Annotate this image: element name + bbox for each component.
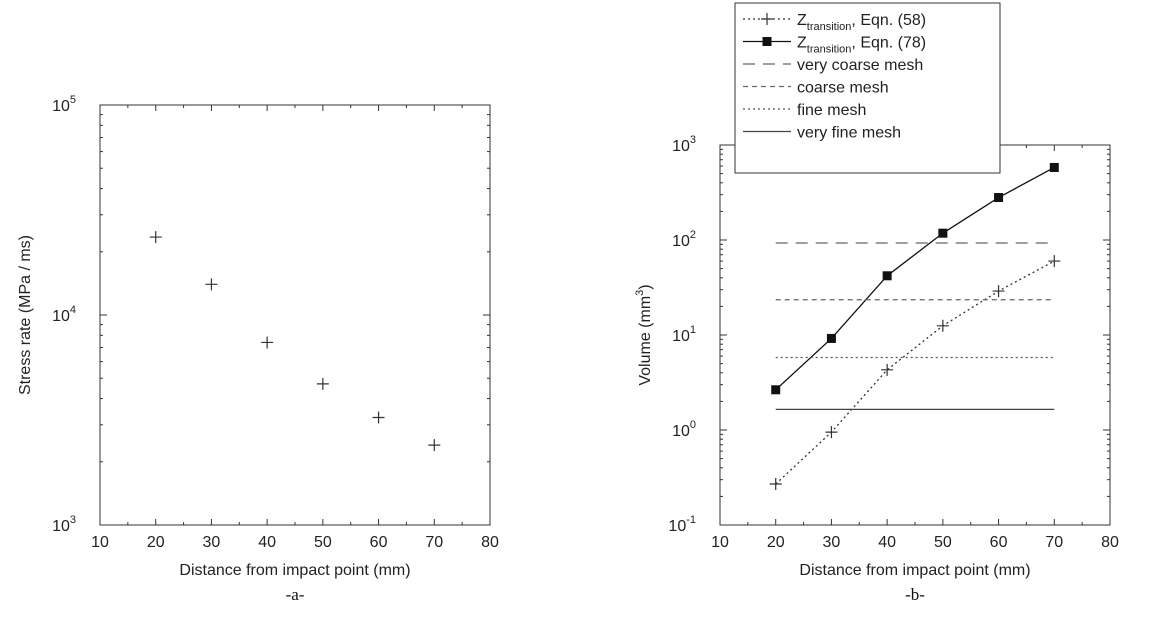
y-tick-exponent: 5 xyxy=(70,94,76,106)
y-tick-label: 100 xyxy=(672,419,696,440)
series-0-point xyxy=(992,285,1005,298)
series-1-point xyxy=(1049,162,1059,172)
y-tick-exponent: 3 xyxy=(70,514,76,526)
y-tick-label: 10-1 xyxy=(668,514,696,535)
x-tick-label: 60 xyxy=(990,534,1008,551)
series-0-point xyxy=(372,411,385,424)
panel-b-y-axis-title: Volume (mm3) xyxy=(634,284,654,385)
legend-label-5: very fine mesh xyxy=(797,125,901,142)
y-tick-exponent: 4 xyxy=(70,304,76,316)
x-tick-label: 20 xyxy=(147,534,165,551)
panel-b-caption: -b- xyxy=(905,585,925,604)
series-0-point xyxy=(149,231,162,244)
y-tick-label: 104 xyxy=(52,304,76,325)
x-tick-label: 50 xyxy=(314,534,332,551)
x-tick-label: 60 xyxy=(370,534,388,551)
panel-b-plot-frame xyxy=(719,144,1111,526)
panel-a-marks xyxy=(149,231,441,452)
x-tick-label: 30 xyxy=(203,534,221,551)
series-0-point xyxy=(769,478,782,491)
series-1-line xyxy=(775,166,1055,391)
series-0-point xyxy=(881,363,894,376)
x-tick-label: 80 xyxy=(1101,534,1119,551)
legend-label-3: coarse mesh xyxy=(797,80,889,97)
panel-b-x-ticks: 10 20 30 40 50 60 70 80 xyxy=(711,145,1119,551)
y-tick-base: 10 xyxy=(668,518,686,535)
series-0-point xyxy=(428,439,441,452)
y-tick-base: 10 xyxy=(672,328,690,345)
series-0-point xyxy=(936,319,949,332)
y-tick-exponent: 1 xyxy=(690,324,696,336)
y-tick-base: 10 xyxy=(52,98,70,115)
legend-label-main: Z xyxy=(797,12,807,29)
series-0-point xyxy=(316,377,329,390)
series-0-point xyxy=(825,426,838,439)
x-tick-label: 20 xyxy=(767,534,785,551)
panel-a-x-ticks: 10 20 30 40 50 60 70 80 xyxy=(91,105,499,551)
series-0-point xyxy=(1048,255,1061,268)
series-1-point xyxy=(994,193,1004,203)
legend-label-2: very coarse mesh xyxy=(797,57,923,74)
panel-a-caption: -a- xyxy=(286,585,305,604)
y-tick-exponent: 0 xyxy=(690,419,696,431)
panel-a-x-axis-title: Distance from impact point (mm) xyxy=(179,562,410,579)
y-tick-base: 10 xyxy=(52,518,70,535)
x-tick-label: 40 xyxy=(878,534,896,551)
panel-b-y-axis-title-main: Volume (mm xyxy=(637,296,654,386)
series-1-point xyxy=(882,271,892,281)
legend-label-subscript: transition xyxy=(807,21,852,33)
x-tick-label: 40 xyxy=(258,534,276,551)
panel-b-x-axis-title: Distance from impact point (mm) xyxy=(799,562,1030,579)
panel-b-legend: Ztransition, Eqn. (58)Ztransition, Eqn. … xyxy=(734,2,1001,174)
legend-label-1: Ztransition, Eqn. (78) xyxy=(797,35,926,56)
x-tick-label: 10 xyxy=(711,534,729,551)
y-tick-exponent: 2 xyxy=(690,229,696,241)
legend-label-4: fine mesh xyxy=(797,102,866,119)
series-0-line xyxy=(775,260,1055,485)
x-tick-label: 80 xyxy=(481,534,499,551)
y-tick-base: 10 xyxy=(672,233,690,250)
y-tick-label: 103 xyxy=(672,134,696,155)
legend-marker-1 xyxy=(762,37,772,46)
panel-b-marks xyxy=(769,162,1061,491)
x-tick-label: 30 xyxy=(823,534,841,551)
legend-label-subscript: transition xyxy=(807,44,852,56)
x-tick-label: 70 xyxy=(425,534,443,551)
legend-box xyxy=(734,2,1001,174)
y-tick-label: 103 xyxy=(52,514,76,535)
legend-label-rest: , Eqn. (58) xyxy=(851,12,926,29)
y-tick-exponent: -1 xyxy=(686,514,696,526)
x-tick-label: 70 xyxy=(1045,534,1063,551)
y-tick-label: 101 xyxy=(672,324,696,345)
panel-b-y-axis-title-end: ) xyxy=(637,284,654,289)
y-tick-label: 102 xyxy=(672,229,696,250)
x-tick-label: 50 xyxy=(934,534,952,551)
y-tick-base: 10 xyxy=(52,308,70,325)
y-tick-base: 10 xyxy=(672,423,690,440)
y-tick-exponent: 3 xyxy=(690,134,696,146)
y-tick-label: 105 xyxy=(52,94,76,115)
panel-a-plot-frame xyxy=(99,104,491,526)
series-0-point xyxy=(261,336,274,349)
legend-label-0: Ztransition, Eqn. (58) xyxy=(797,12,926,33)
panel-a-y-axis-title: Stress rate (MPa / ms) xyxy=(17,235,34,395)
y-tick-base: 10 xyxy=(672,138,690,155)
series-1-point xyxy=(938,228,948,238)
legend-label-main: Z xyxy=(797,35,807,52)
legend-marker-0 xyxy=(761,13,773,25)
x-tick-label: 10 xyxy=(91,534,109,551)
legend-label-rest: , Eqn. (78) xyxy=(851,35,926,52)
series-1-point xyxy=(826,333,836,343)
series-1-point xyxy=(771,385,781,395)
panel-b-y-axis-title-superscript: 3 xyxy=(634,290,646,296)
series-0-point xyxy=(205,278,218,291)
